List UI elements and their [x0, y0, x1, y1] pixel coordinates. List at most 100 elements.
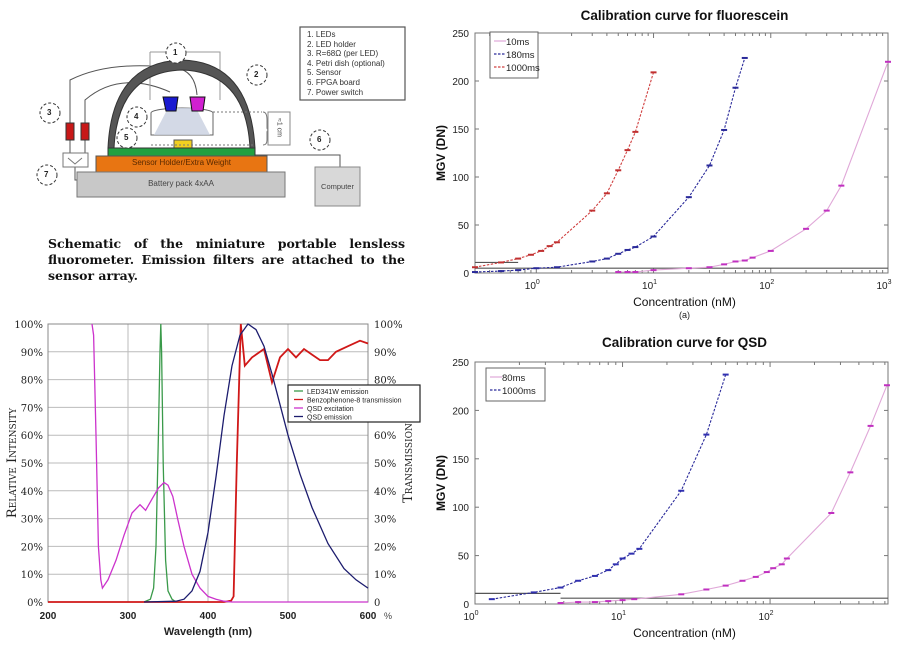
y-tick-label: 50% [21, 459, 43, 470]
schematic-legend: 1. LEDs 2. LED holder 3. R=68Ω (per LED)… [307, 30, 385, 97]
light-cone [154, 108, 210, 135]
x-tick-exponent: 1 [653, 279, 657, 286]
callout-circle-2 [246, 64, 268, 86]
wire-2 [84, 82, 171, 123]
y-tick-label: 0 [463, 600, 469, 611]
x-axis-label: Concentration (nM) [633, 295, 736, 309]
legend-item: 1. LEDs [307, 30, 336, 39]
distance-box [267, 111, 291, 146]
legend-label: QSD excitation [307, 406, 354, 413]
y-right-tick-label: 10% [374, 570, 396, 581]
x-tick-exponent: 1 [622, 610, 626, 617]
x-tick-label: 300 [120, 611, 137, 622]
y-tick-label: 20% [21, 542, 43, 553]
y-right-tick-label: 30% [374, 515, 396, 526]
series-line-led341w [143, 323, 177, 603]
y-tick-label: 40% [21, 487, 43, 498]
legend-label: LED341W emission [307, 389, 369, 396]
x-tick-exponent: 0 [536, 279, 540, 286]
schematic-caption: Schematic of the miniature portable lens… [48, 236, 405, 283]
y-tick-label: 30% [21, 515, 43, 526]
led-magenta [189, 96, 206, 112]
y-tick-label: 200 [452, 77, 469, 88]
battery-pack [76, 171, 286, 198]
series-line-benzophenone-8 [48, 323, 369, 603]
y-tick-label: 100% [14, 320, 43, 331]
computer-box [314, 166, 361, 207]
y-tick-label: 70% [21, 403, 43, 414]
y-tick-label: 100 [452, 503, 469, 514]
y-tick-label: 90% [21, 348, 43, 359]
battery-label: Battery pack 4xAA [148, 179, 214, 188]
led-blue [162, 96, 179, 112]
callout-label: 3 [47, 108, 52, 117]
x-tick-exponent: 2 [770, 610, 774, 617]
y-axis-label: Relative Intensity [5, 407, 20, 518]
callout-label: 4 [134, 112, 139, 121]
schematic-drawing [36, 26, 406, 207]
y-axis-label: MGV (DN) [434, 125, 448, 181]
y-axis-label: MGV (DN) [434, 455, 448, 511]
x-tick-label: 200 [40, 611, 57, 622]
wire-3 [69, 140, 86, 181]
legend-label: 1000ms [502, 386, 536, 397]
legend-box [489, 31, 539, 79]
chart-title: Calibration curve for fluorescein [581, 8, 789, 23]
series-line-qsd [143, 323, 369, 603]
y-tick-label: 150 [452, 455, 469, 466]
computer-label: Computer [321, 182, 354, 191]
x-tick-label: 100 [463, 610, 478, 623]
legend-label: 1000ms [506, 63, 540, 74]
x-axis-label: Concentration (nM) [633, 626, 736, 640]
y-tick-label: 200 [452, 406, 469, 417]
callout-label: 5 [124, 133, 129, 142]
callout-circle-6 [309, 129, 331, 151]
callout-label: 2 [254, 70, 259, 79]
right-axis-unit: % [384, 611, 392, 621]
y-right-tick-label: 90% [374, 348, 396, 359]
y-tick-label: 250 [452, 29, 469, 40]
legend-label: QSD emission [307, 415, 352, 422]
y-tick-label: 0% [27, 598, 43, 609]
y-tick-label: 80% [21, 376, 43, 387]
x-tick-label: 400 [200, 611, 217, 622]
y-right-tick-label: 60% [374, 431, 396, 442]
legend-item: 3. R=68Ω (per LED) [307, 49, 379, 59]
y-right-tick-label: 50% [374, 459, 396, 470]
callout-circle-3 [39, 102, 61, 124]
legend-box [287, 384, 421, 423]
callout-circle-5 [116, 127, 138, 149]
y-tick-label: 60% [21, 431, 43, 442]
callout-circle-7 [36, 164, 58, 186]
y-right-tick-label: 80% [374, 376, 396, 387]
y-right-tick-label: 40% [374, 487, 396, 498]
legend-label: 80ms [502, 373, 525, 384]
schematic-diagram: 1. LEDs 2. LED holder 3. R=68Ω (per LED)… [0, 0, 420, 220]
sensor-holder-label: Sensor Holder/Extra Weight [131, 158, 231, 167]
callout-label: 7 [44, 170, 49, 179]
y-right-axis-label: Transmission [401, 423, 416, 503]
x-tick-exponent: 0 [475, 610, 479, 617]
y-right-tick-label: 20% [374, 542, 396, 553]
series-line-180ms [474, 57, 746, 273]
y-tick-label: 0 [463, 269, 469, 280]
x-tick-label: 101 [611, 610, 626, 623]
y-tick-label: 150 [452, 125, 469, 136]
callout-label: 1 [173, 48, 178, 57]
legend-item: 7. Power switch [307, 87, 364, 97]
y-tick-label: 10% [21, 570, 43, 581]
callout-circle-1 [165, 42, 187, 64]
legend-box [485, 367, 546, 402]
legend-label: Benzophenone-8 transmission [307, 398, 402, 405]
x-tick-label: 500 [280, 611, 297, 622]
y-right-tick-label: 0 [374, 598, 380, 609]
plot-area [474, 32, 889, 274]
power-switch [62, 152, 89, 168]
callout-label: 6 [317, 135, 322, 144]
legend-item: 6. FPGA board [307, 77, 360, 87]
legend-item: 4. Petri dish (optional) [307, 58, 385, 68]
resistor-2 [80, 122, 90, 141]
